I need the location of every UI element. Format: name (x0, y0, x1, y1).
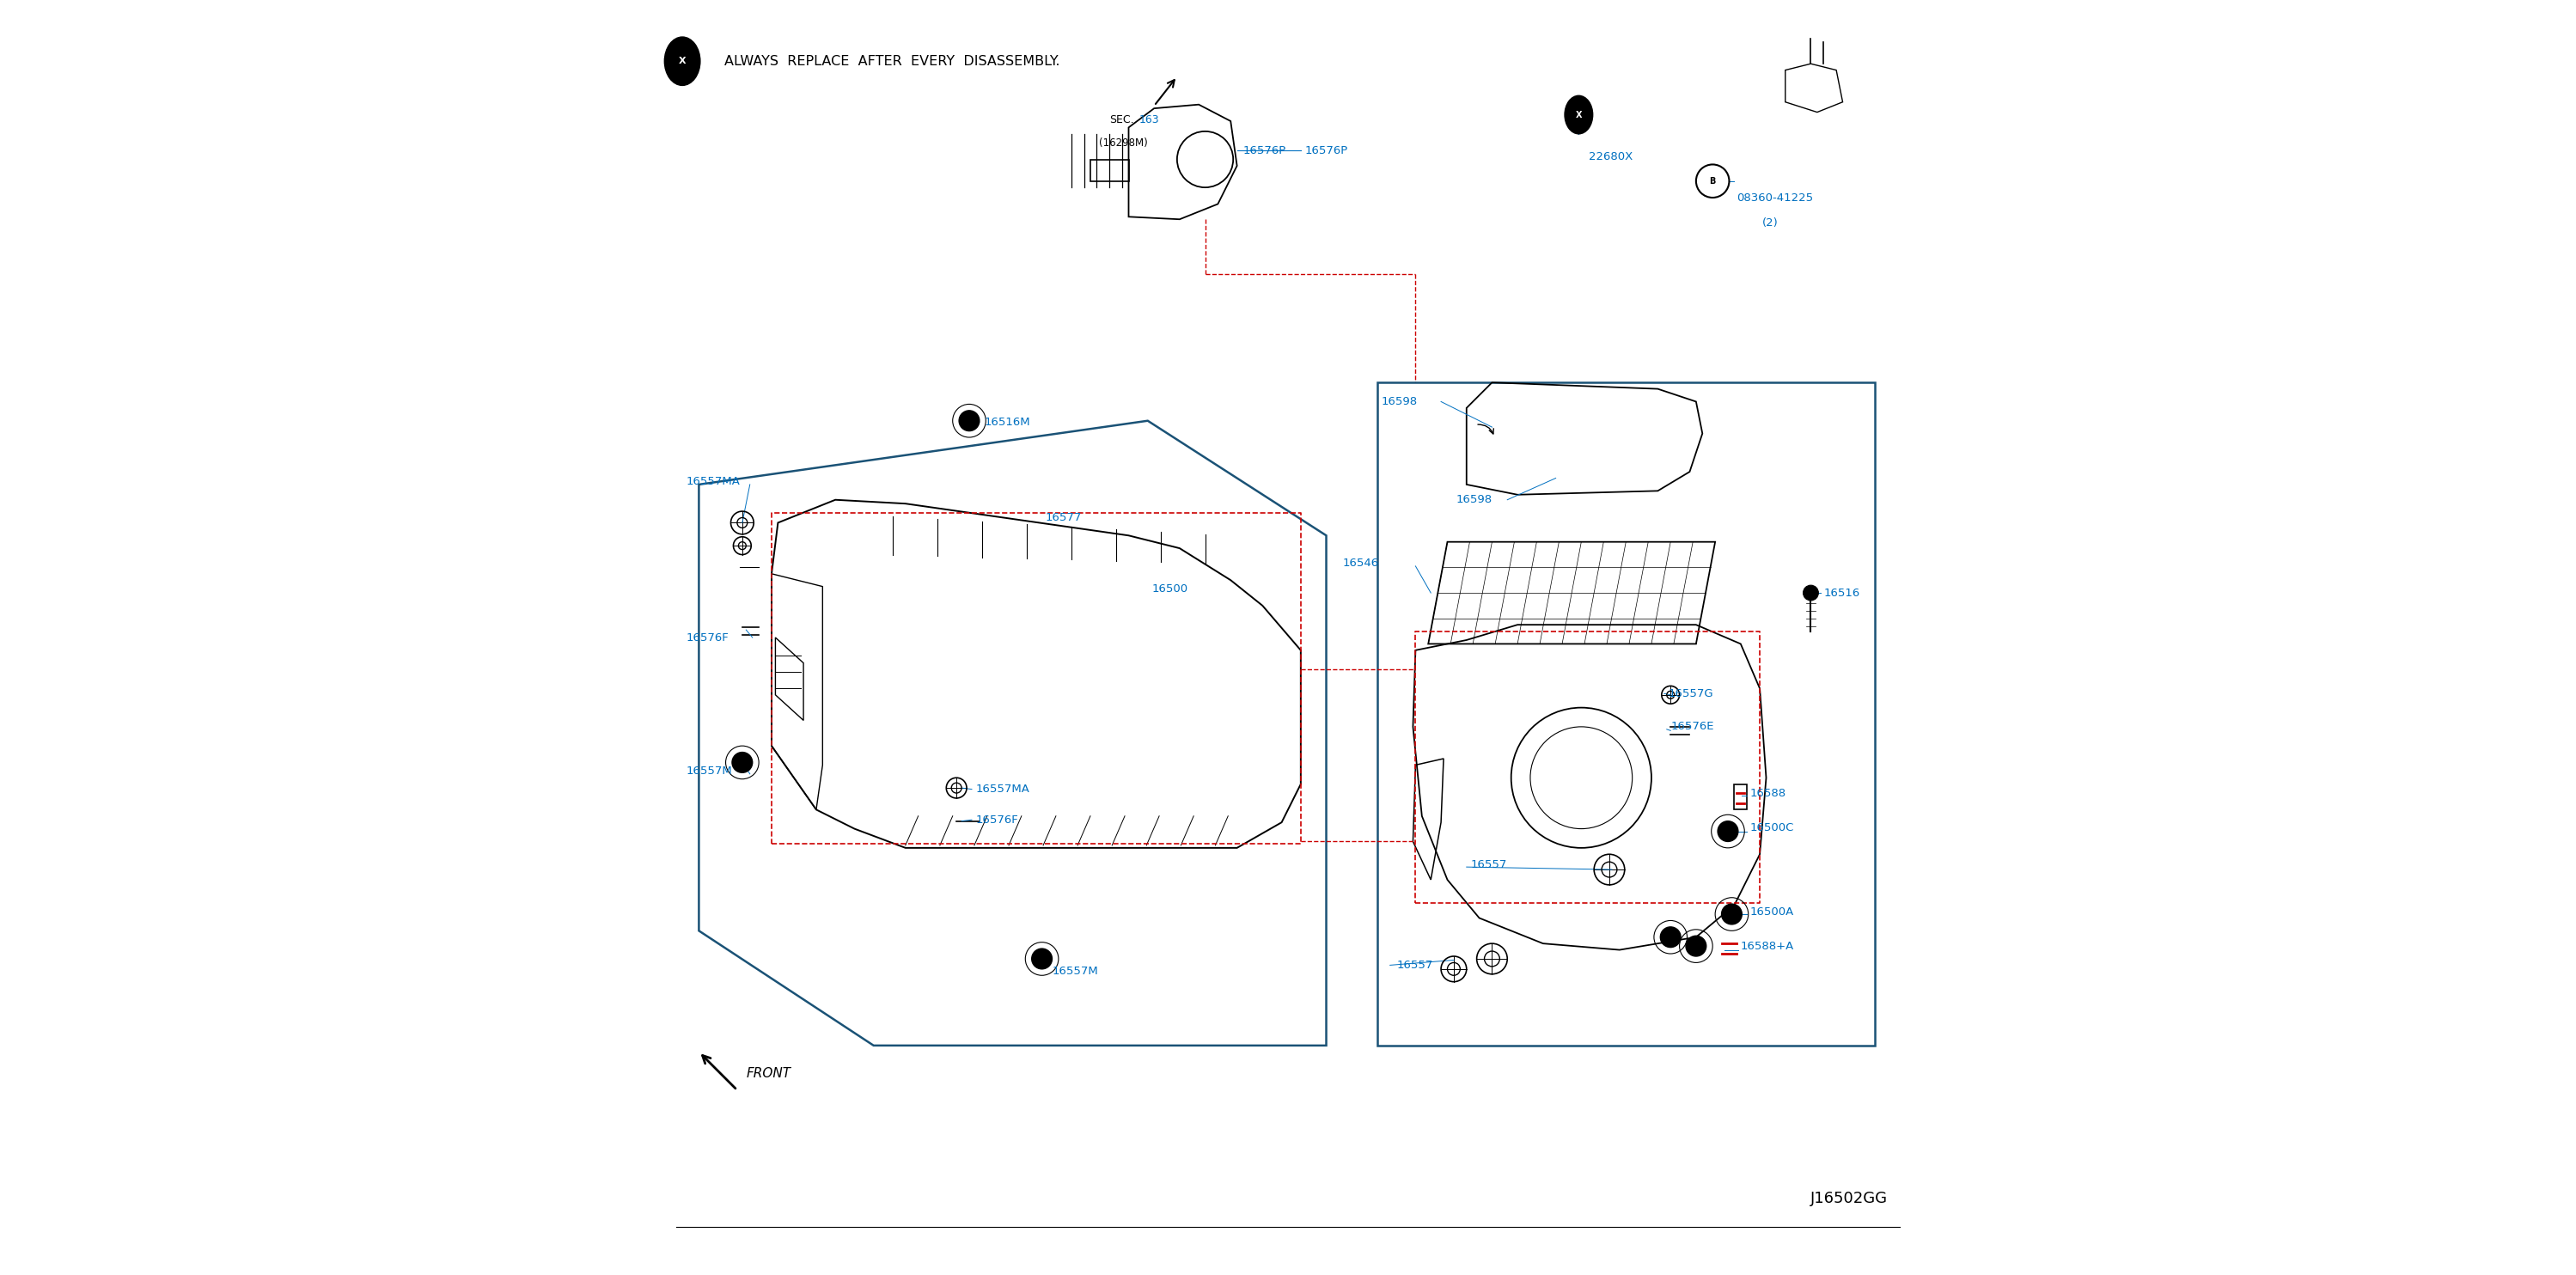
Text: 16576F: 16576F (685, 632, 729, 643)
Text: 16546: 16546 (1342, 558, 1378, 569)
Text: 16588+A: 16588+A (1741, 941, 1793, 951)
Ellipse shape (1564, 96, 1592, 134)
Text: X: X (677, 57, 685, 65)
Text: 163: 163 (1139, 115, 1159, 125)
Ellipse shape (665, 37, 701, 85)
Circle shape (1685, 936, 1705, 956)
Text: 16598: 16598 (1381, 397, 1417, 407)
Circle shape (958, 411, 979, 431)
Text: (16298M): (16298M) (1100, 138, 1149, 148)
Text: FRONT: FRONT (747, 1067, 791, 1080)
Text: 16557G: 16557G (1669, 688, 1713, 699)
Text: ALWAYS  REPLACE  AFTER  EVERY  DISASSEMBLY.: ALWAYS REPLACE AFTER EVERY DISASSEMBLY. (724, 55, 1059, 68)
Text: J16502GG: J16502GG (1811, 1191, 1888, 1206)
Text: 16576P: 16576P (1303, 145, 1347, 156)
Text: 16577: 16577 (1046, 513, 1082, 523)
Text: 08360-41225: 08360-41225 (1736, 193, 1814, 203)
Circle shape (1662, 927, 1680, 947)
Circle shape (732, 752, 752, 773)
Text: 16557: 16557 (1471, 859, 1507, 870)
Text: 16500C: 16500C (1749, 822, 1793, 833)
Text: 16576P: 16576P (1244, 145, 1285, 156)
Text: 16557MA: 16557MA (976, 784, 1030, 794)
Circle shape (1721, 904, 1741, 924)
Text: 16557: 16557 (1396, 960, 1432, 970)
Text: SEC.: SEC. (1110, 115, 1133, 125)
Text: 16576F: 16576F (976, 815, 1018, 825)
Text: 16516M: 16516M (984, 417, 1030, 427)
Text: B: B (1710, 177, 1716, 185)
Text: 16500: 16500 (1151, 584, 1188, 594)
Text: 16516: 16516 (1824, 588, 1860, 598)
Text: 16557M: 16557M (1051, 966, 1097, 977)
Text: 16557MA: 16557MA (685, 477, 739, 487)
Circle shape (1718, 821, 1739, 842)
Text: 16500A: 16500A (1749, 907, 1793, 917)
Text: 16557M: 16557M (685, 766, 732, 776)
Text: X: X (1577, 111, 1582, 119)
Circle shape (1033, 949, 1051, 969)
Text: 16598: 16598 (1455, 495, 1492, 505)
Text: 16576E: 16576E (1669, 722, 1713, 732)
Circle shape (1803, 585, 1819, 601)
Text: (2): (2) (1762, 218, 1777, 228)
Text: 22680X: 22680X (1589, 152, 1633, 162)
Text: 16588: 16588 (1749, 788, 1785, 798)
